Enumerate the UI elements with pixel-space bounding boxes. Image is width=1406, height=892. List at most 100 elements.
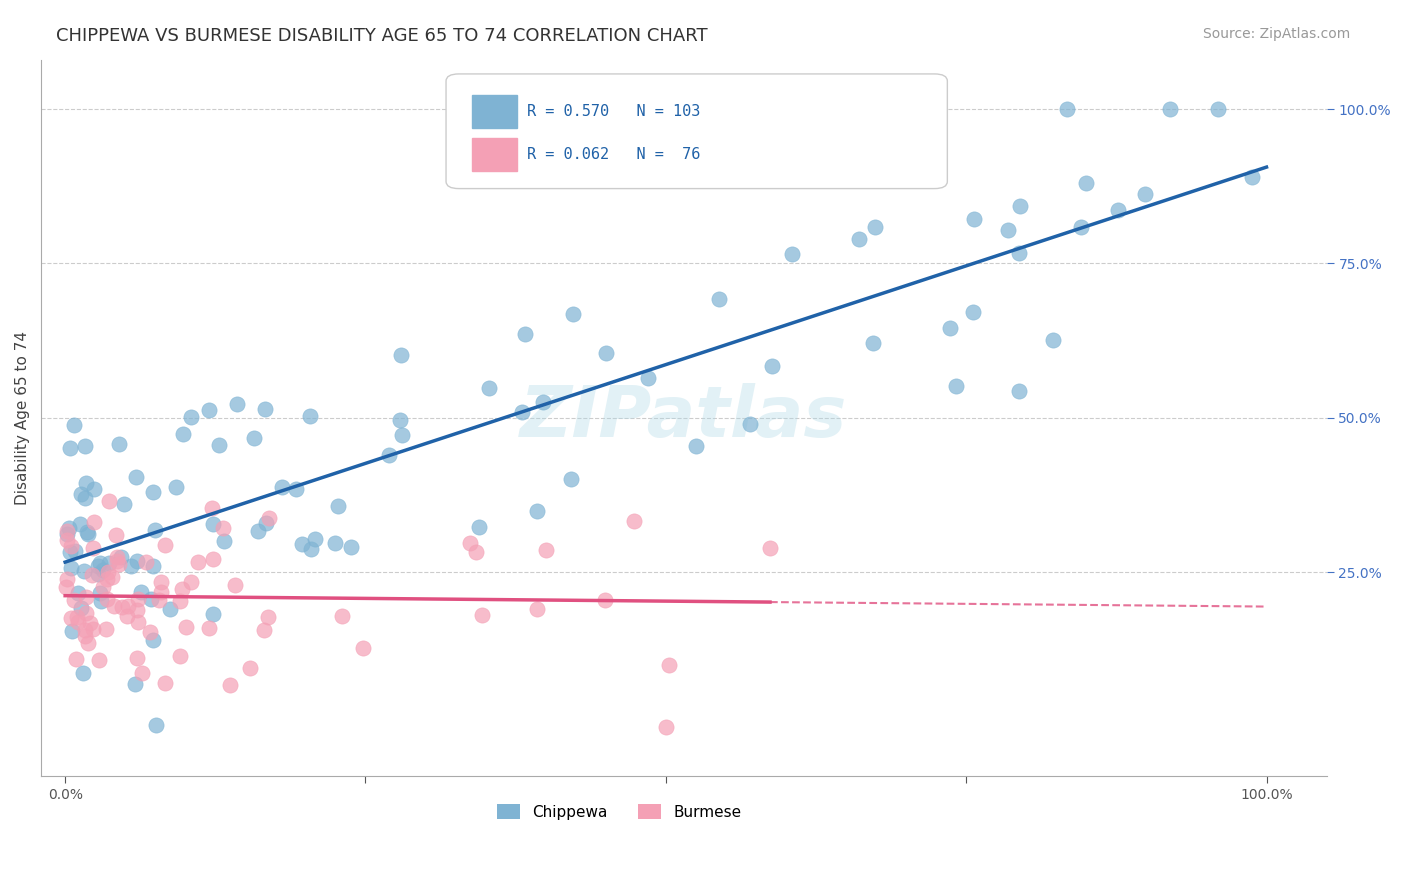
Point (945, 378, 967, 392)
Point (80, 567, 103, 582)
Point (862, 335, 884, 350)
Point (149, 584, 172, 599)
Bar (472, 95, 517, 128)
Point (1241, 169, 1264, 184)
Point (259, 511, 281, 525)
Point (87, 653, 110, 667)
Point (125, 650, 148, 665)
Point (135, 555, 157, 569)
Point (75, 476, 97, 491)
Point (253, 623, 276, 637)
Point (352, 641, 374, 656)
Point (187, 555, 209, 569)
Point (515, 326, 537, 341)
Point (101, 570, 124, 584)
Point (70, 487, 93, 501)
Point (165, 480, 187, 494)
Point (938, 320, 960, 334)
Text: CHIPPEWA VS BURMESE DISABILITY AGE 65 TO 74 CORRELATION CHART: CHIPPEWA VS BURMESE DISABILITY AGE 65 TO… (56, 27, 707, 45)
Point (299, 409, 322, 423)
Point (65, 652, 87, 666)
Point (82, 541, 104, 555)
Point (125, 554, 148, 568)
Point (143, 523, 166, 537)
Point (243, 431, 266, 445)
Point (108, 557, 131, 571)
Point (169, 648, 191, 663)
Point (212, 533, 235, 548)
Point (97, 566, 120, 580)
Point (153, 675, 176, 690)
Point (112, 497, 135, 511)
Point (87, 566, 110, 581)
Point (75, 623, 97, 637)
Point (593, 592, 616, 607)
Point (105, 554, 128, 568)
Point (863, 219, 886, 234)
Point (180, 410, 202, 425)
Point (202, 551, 225, 566)
Point (709, 292, 731, 306)
Point (239, 661, 262, 675)
Point (87, 559, 110, 574)
Point (83, 515, 105, 529)
Point (212, 521, 235, 535)
Point (63, 417, 86, 432)
Point (98, 556, 121, 570)
Y-axis label: Disability Age 65 to 74: Disability Age 65 to 74 (15, 331, 30, 505)
Point (1008, 384, 1031, 398)
Bar (472, 138, 517, 170)
Point (127, 591, 149, 606)
Point (90, 594, 112, 608)
Point (510, 405, 533, 419)
Point (117, 609, 139, 624)
Point (1208, 102, 1230, 116)
Point (142, 484, 165, 499)
Point (91, 580, 114, 594)
Point (1008, 245, 1031, 260)
Point (153, 538, 176, 552)
Point (465, 545, 488, 559)
Point (997, 223, 1019, 237)
Point (120, 559, 142, 574)
Point (141, 592, 163, 607)
Point (378, 448, 401, 462)
Point (89, 556, 111, 570)
Point (108, 437, 131, 451)
Point (67, 615, 90, 629)
Point (66, 586, 89, 600)
Point (389, 348, 412, 362)
Point (1010, 199, 1032, 213)
Point (96, 592, 118, 607)
Point (197, 403, 219, 417)
Point (59, 442, 82, 456)
Point (962, 305, 984, 319)
Point (75, 606, 97, 620)
Point (58, 521, 80, 535)
Text: Source: ZipAtlas.com: Source: ZipAtlas.com (1202, 27, 1350, 41)
Point (73, 439, 96, 453)
Point (169, 594, 191, 608)
Point (208, 438, 231, 452)
Point (55, 580, 77, 594)
Point (105, 549, 128, 564)
Point (304, 532, 326, 546)
Point (198, 622, 221, 636)
Point (323, 536, 346, 550)
Point (96, 572, 118, 586)
Point (536, 542, 558, 557)
Point (471, 608, 494, 623)
Point (70, 600, 93, 615)
FancyBboxPatch shape (446, 74, 948, 188)
Point (963, 211, 986, 226)
Point (69, 517, 91, 532)
Point (76, 524, 98, 539)
Point (117, 599, 139, 614)
Point (595, 346, 617, 360)
Point (458, 535, 481, 549)
Point (1159, 102, 1181, 116)
Point (391, 428, 413, 442)
Point (531, 395, 554, 409)
Point (56, 572, 79, 586)
Text: ZIPatlas: ZIPatlas (520, 384, 848, 452)
